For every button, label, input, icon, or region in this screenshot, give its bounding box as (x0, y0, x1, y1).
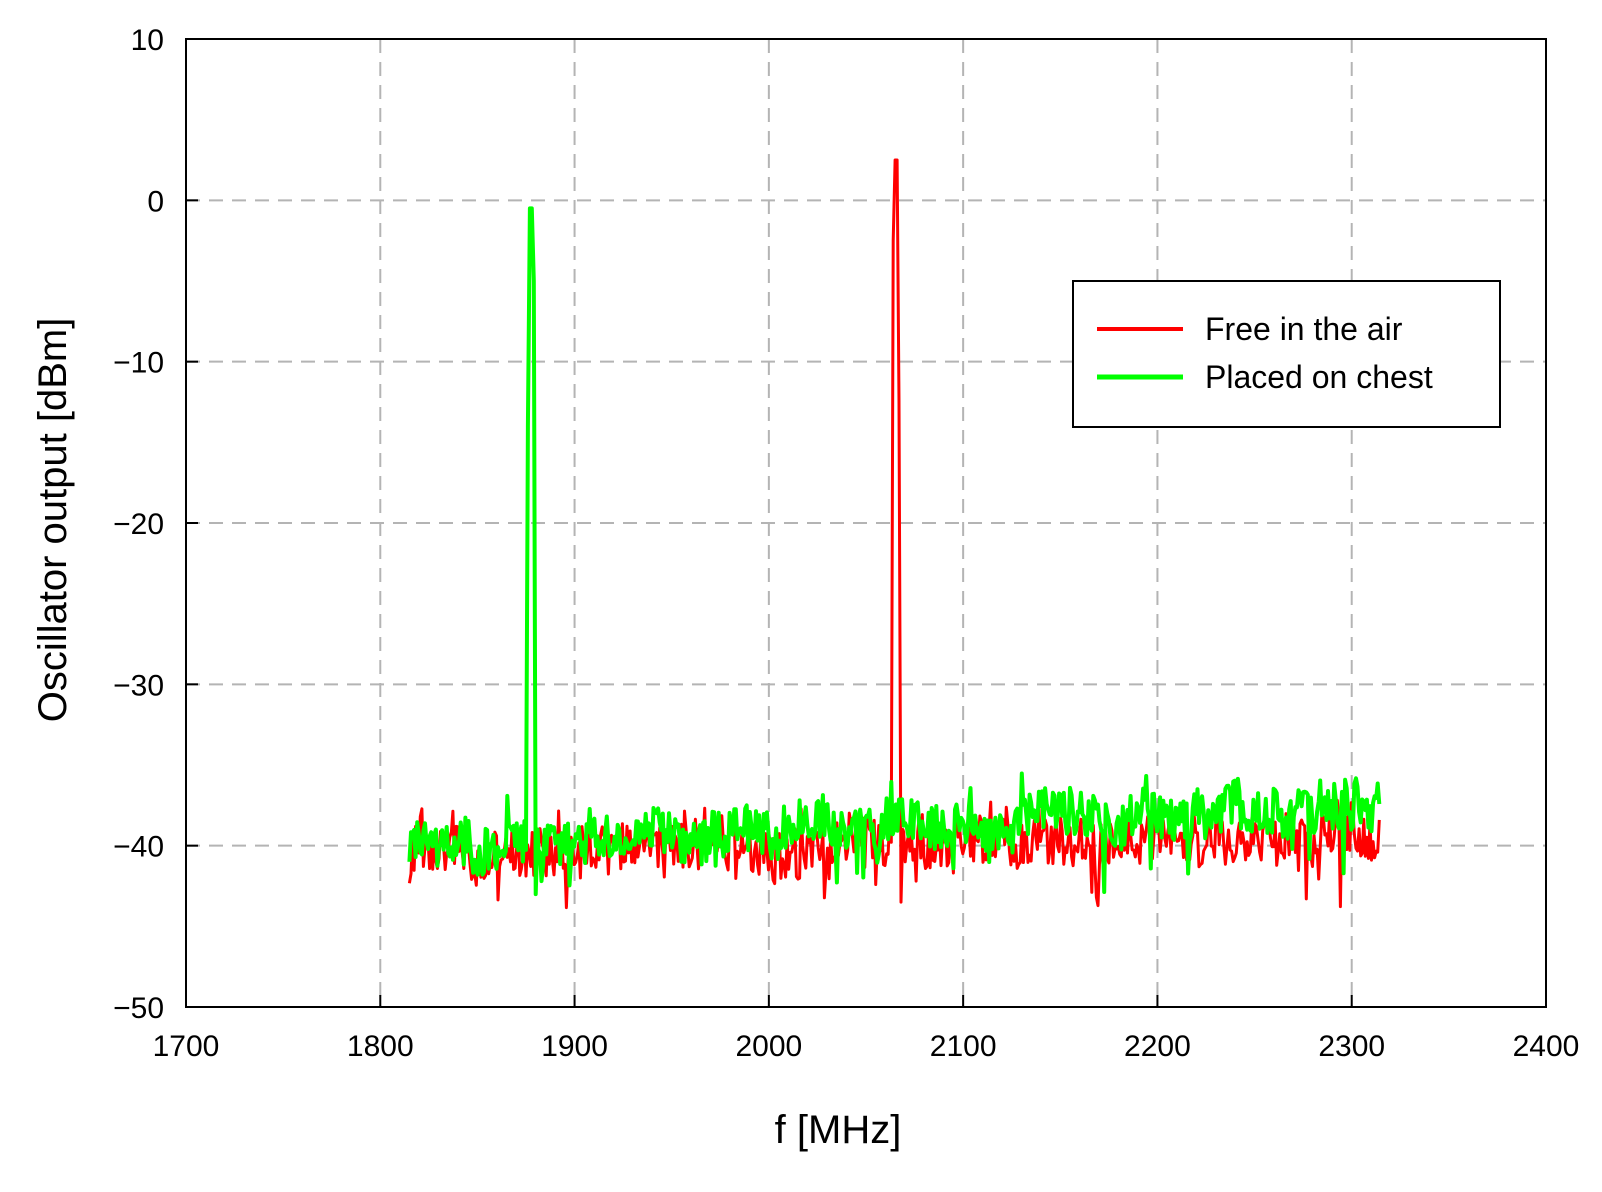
y-axis-label: Oscillator output [dBm] (31, 318, 75, 723)
x-tick-label: 2000 (735, 1030, 802, 1063)
y-tick-label: −10 (113, 347, 164, 380)
y-tick-label: −30 (113, 669, 164, 702)
series-layer (407, 158, 1382, 910)
x-tick-label: 1900 (541, 1030, 608, 1063)
y-tick-label: 10 (131, 24, 164, 57)
y-tick-label: −20 (113, 508, 164, 541)
x-tick-label: 2200 (1124, 1030, 1191, 1063)
x-tick-label: 1800 (347, 1030, 414, 1063)
legend-label-free-in-the-air: Free in the air (1205, 311, 1403, 347)
x-tick-label: 2100 (930, 1030, 997, 1063)
legend-label-placed-on-chest: Placed on chest (1205, 359, 1433, 395)
y-tick-label: −50 (113, 992, 164, 1025)
x-tick-label: 2300 (1318, 1030, 1385, 1063)
x-tick-label: 2400 (1513, 1030, 1580, 1063)
legend: Free in the air Placed on chest (1072, 280, 1501, 428)
tick-labels: 1700 1800 1900 2000 2100 2200 2300 2400 10 0 −10 −2… (113, 24, 1579, 1063)
x-axis-label: f [MHz] (775, 1108, 902, 1152)
y-tick-label: 0 (147, 185, 164, 218)
ticks (185, 38, 1547, 1008)
x-tick-label: 1700 (153, 1030, 220, 1063)
y-tick-label: −40 (113, 831, 164, 864)
series-line-placed-on-chest (407, 206, 1382, 897)
legend-box (1072, 280, 1501, 428)
